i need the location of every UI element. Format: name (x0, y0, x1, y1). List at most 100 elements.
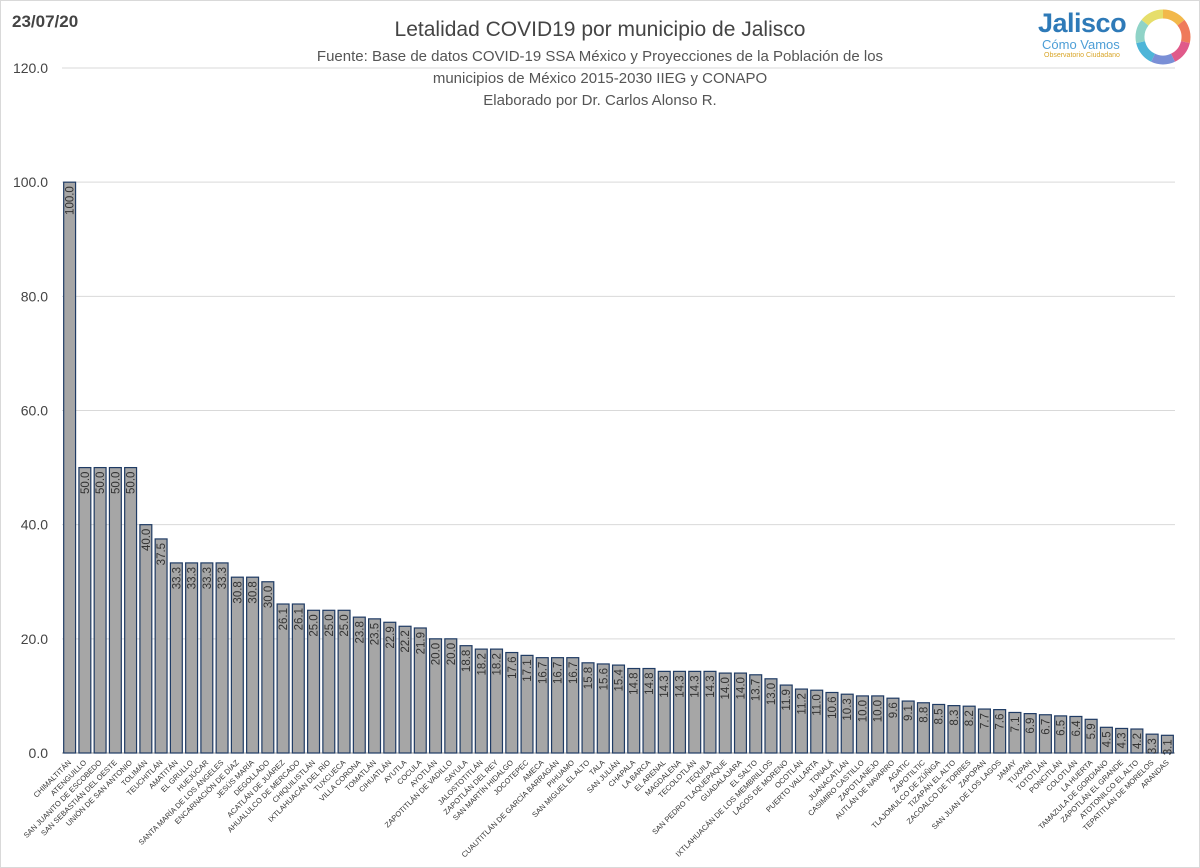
data-label: 3.3 (1147, 738, 1159, 754)
data-label: 33.3 (187, 567, 199, 589)
y-tick-label: 0.0 (29, 745, 49, 761)
data-label: 15.8 (583, 667, 595, 689)
data-label: 14.0 (735, 677, 747, 699)
data-label: 22.2 (400, 630, 412, 652)
bar (413, 627, 427, 754)
data-label: 10.3 (842, 698, 854, 720)
data-label: 4.5 (1101, 731, 1113, 747)
bar (1115, 727, 1129, 754)
bar (108, 466, 122, 754)
bar (855, 695, 869, 754)
data-label: 7.7 (979, 713, 991, 729)
data-label: 26.1 (278, 608, 290, 630)
data-label: 50.0 (95, 472, 107, 494)
chart-subtitle-line-2: municipios de México 2015-2030 IIEG y CO… (432, 70, 768, 87)
bar (261, 581, 275, 754)
y-tick-label: 80.0 (21, 288, 48, 304)
logo-ring-segment (1177, 19, 1191, 44)
data-label: 17.6 (507, 657, 519, 679)
data-label: 18.2 (492, 653, 504, 675)
bar (246, 576, 260, 754)
data-label: 11.9 (781, 689, 793, 711)
data-label: 50.0 (80, 472, 92, 494)
data-label: 4.3 (1117, 732, 1129, 748)
logo-ring-segment (1135, 19, 1149, 44)
bar (581, 662, 595, 754)
data-label: 8.3 (949, 710, 961, 726)
bar (672, 670, 687, 754)
bar (886, 697, 900, 754)
y-tick-label: 100.0 (13, 174, 48, 190)
logo-word: Jalisco (1038, 8, 1127, 38)
bar (383, 621, 397, 754)
bar (322, 609, 336, 754)
bar (276, 603, 290, 754)
bar (932, 703, 946, 754)
bar (749, 674, 763, 754)
data-label: 9.6 (888, 702, 900, 718)
bar (398, 625, 412, 754)
logo-ring-segment (1136, 40, 1156, 62)
bar (78, 466, 92, 754)
data-label: 16.7 (553, 662, 565, 684)
data-label: 6.7 (1040, 719, 1052, 735)
data-label: 20.0 (446, 643, 458, 665)
bar (154, 538, 168, 754)
data-label: 40.0 (141, 529, 153, 551)
data-label: 23.8 (354, 621, 366, 643)
bar (840, 693, 854, 754)
data-label: 14.3 (690, 675, 702, 697)
bar (764, 678, 778, 754)
bar (642, 667, 656, 754)
bar (718, 672, 732, 754)
bar (185, 562, 199, 754)
data-label: 10.6 (827, 696, 839, 718)
data-label: 17.1 (522, 659, 534, 681)
bar (535, 657, 549, 754)
data-label: 16.7 (568, 662, 580, 684)
y-tick-label: 60.0 (21, 403, 48, 419)
bar (1054, 715, 1068, 754)
bar (307, 609, 321, 754)
bar (352, 616, 366, 754)
bar (444, 638, 458, 754)
chart-subtitle-line-1: Fuente: Base de datos COVID-19 SSA Méxic… (316, 48, 884, 65)
bar (368, 618, 382, 754)
bar (489, 648, 504, 754)
data-label: 20.0 (431, 643, 443, 665)
logo-ring-segment (1141, 9, 1164, 26)
data-label: 25.0 (324, 614, 336, 636)
bar (474, 648, 488, 754)
bar (459, 645, 473, 754)
bar (794, 688, 809, 754)
logo-ring-segment (1170, 40, 1190, 62)
data-label: 8.8 (918, 707, 930, 723)
bar (1023, 713, 1037, 754)
bar (1008, 711, 1022, 754)
bar (596, 663, 610, 754)
data-label: 6.9 (1025, 718, 1037, 734)
y-tick-label: 120.0 (13, 60, 48, 76)
y-tick-label: 40.0 (21, 517, 48, 533)
bar (779, 684, 793, 754)
data-label: 15.6 (598, 668, 610, 690)
logo-ring-segment (1151, 53, 1175, 65)
bar (657, 670, 671, 754)
data-label: 21.9 (415, 632, 427, 654)
chart-heading: Letalidad COVID19 por municipio de Jalis… (230, 18, 970, 112)
data-label: 14.8 (629, 673, 641, 695)
data-label: 3.1 (1162, 739, 1174, 755)
data-label: 33.3 (171, 567, 183, 589)
data-label: 11.2 (796, 693, 808, 715)
data-label: 100.0 (65, 186, 77, 215)
jalisco-como-vamos-logo: Jalisco Cómo Vamos Observatorio Ciudadan… (1036, 6, 1196, 66)
bar (93, 466, 107, 754)
bar (505, 651, 519, 754)
chart-subtitle-line-3: Elaborado por Dr. Carlos Alonso R. (483, 92, 717, 109)
data-label: 30.8 (248, 581, 260, 603)
data-label: 14.0 (720, 677, 732, 699)
bar (627, 667, 641, 754)
bar (139, 524, 153, 754)
bar (1145, 733, 1159, 754)
